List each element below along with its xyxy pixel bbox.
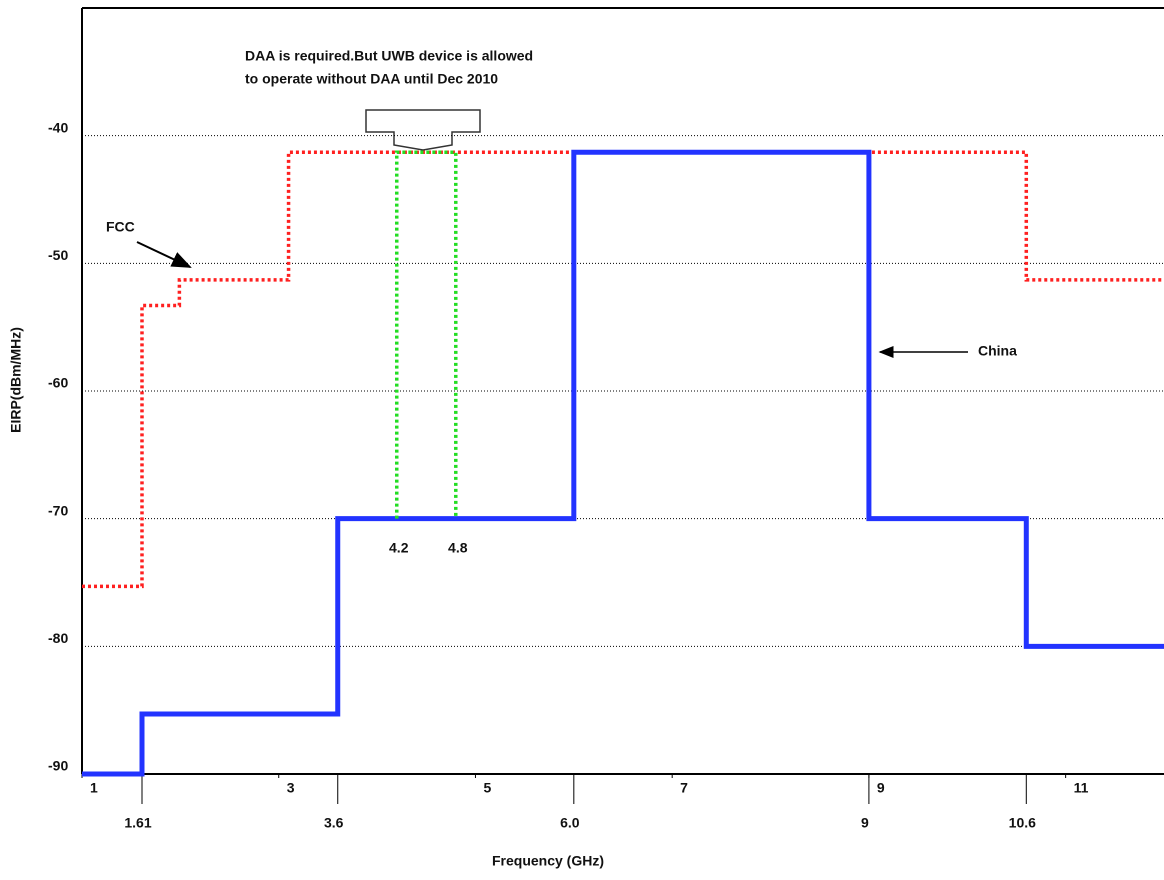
- y-tick-label: -90: [48, 758, 68, 774]
- x-tick-label: 3: [287, 780, 295, 796]
- band-edge-label: 1.61: [124, 815, 151, 831]
- band-edge-label: 10.6: [1009, 815, 1036, 831]
- legend-label: FCC: [106, 219, 135, 235]
- y-tick-label: -80: [48, 630, 68, 646]
- y-tick-label: -70: [48, 502, 68, 518]
- annotation: to operate without DAA until Dec 2010: [245, 71, 498, 87]
- x-tick-label: 9: [877, 780, 885, 796]
- y-axis-label: EIRP(dBm/MHz): [8, 327, 24, 433]
- series-line: [82, 149, 1164, 777]
- x-tick-label: 11: [1074, 780, 1089, 796]
- series-line: [395, 150, 458, 519]
- annotation: DAA is required.But UWB device is allowe…: [245, 48, 533, 64]
- y-tick-label: -40: [48, 119, 68, 135]
- y-tick-label: -50: [48, 247, 68, 263]
- daa-edge-label: 4.8: [448, 539, 468, 555]
- legend-label: China: [978, 343, 1017, 359]
- hollow-arrow: [365, 109, 481, 151]
- x-tick-label: 7: [680, 780, 688, 796]
- x-axis-label: Frequency (GHz): [492, 853, 604, 869]
- y-tick-label: -60: [48, 375, 68, 391]
- series-line: [82, 150, 1164, 589]
- band-edge-label: 3.6: [324, 815, 344, 831]
- band-edge-label: 9: [861, 815, 869, 831]
- band-edge-label: 6.0: [560, 815, 580, 831]
- daa-edge-label: 4.2: [389, 539, 409, 555]
- x-tick-label: 1: [90, 780, 98, 796]
- x-tick-label: 5: [483, 780, 491, 796]
